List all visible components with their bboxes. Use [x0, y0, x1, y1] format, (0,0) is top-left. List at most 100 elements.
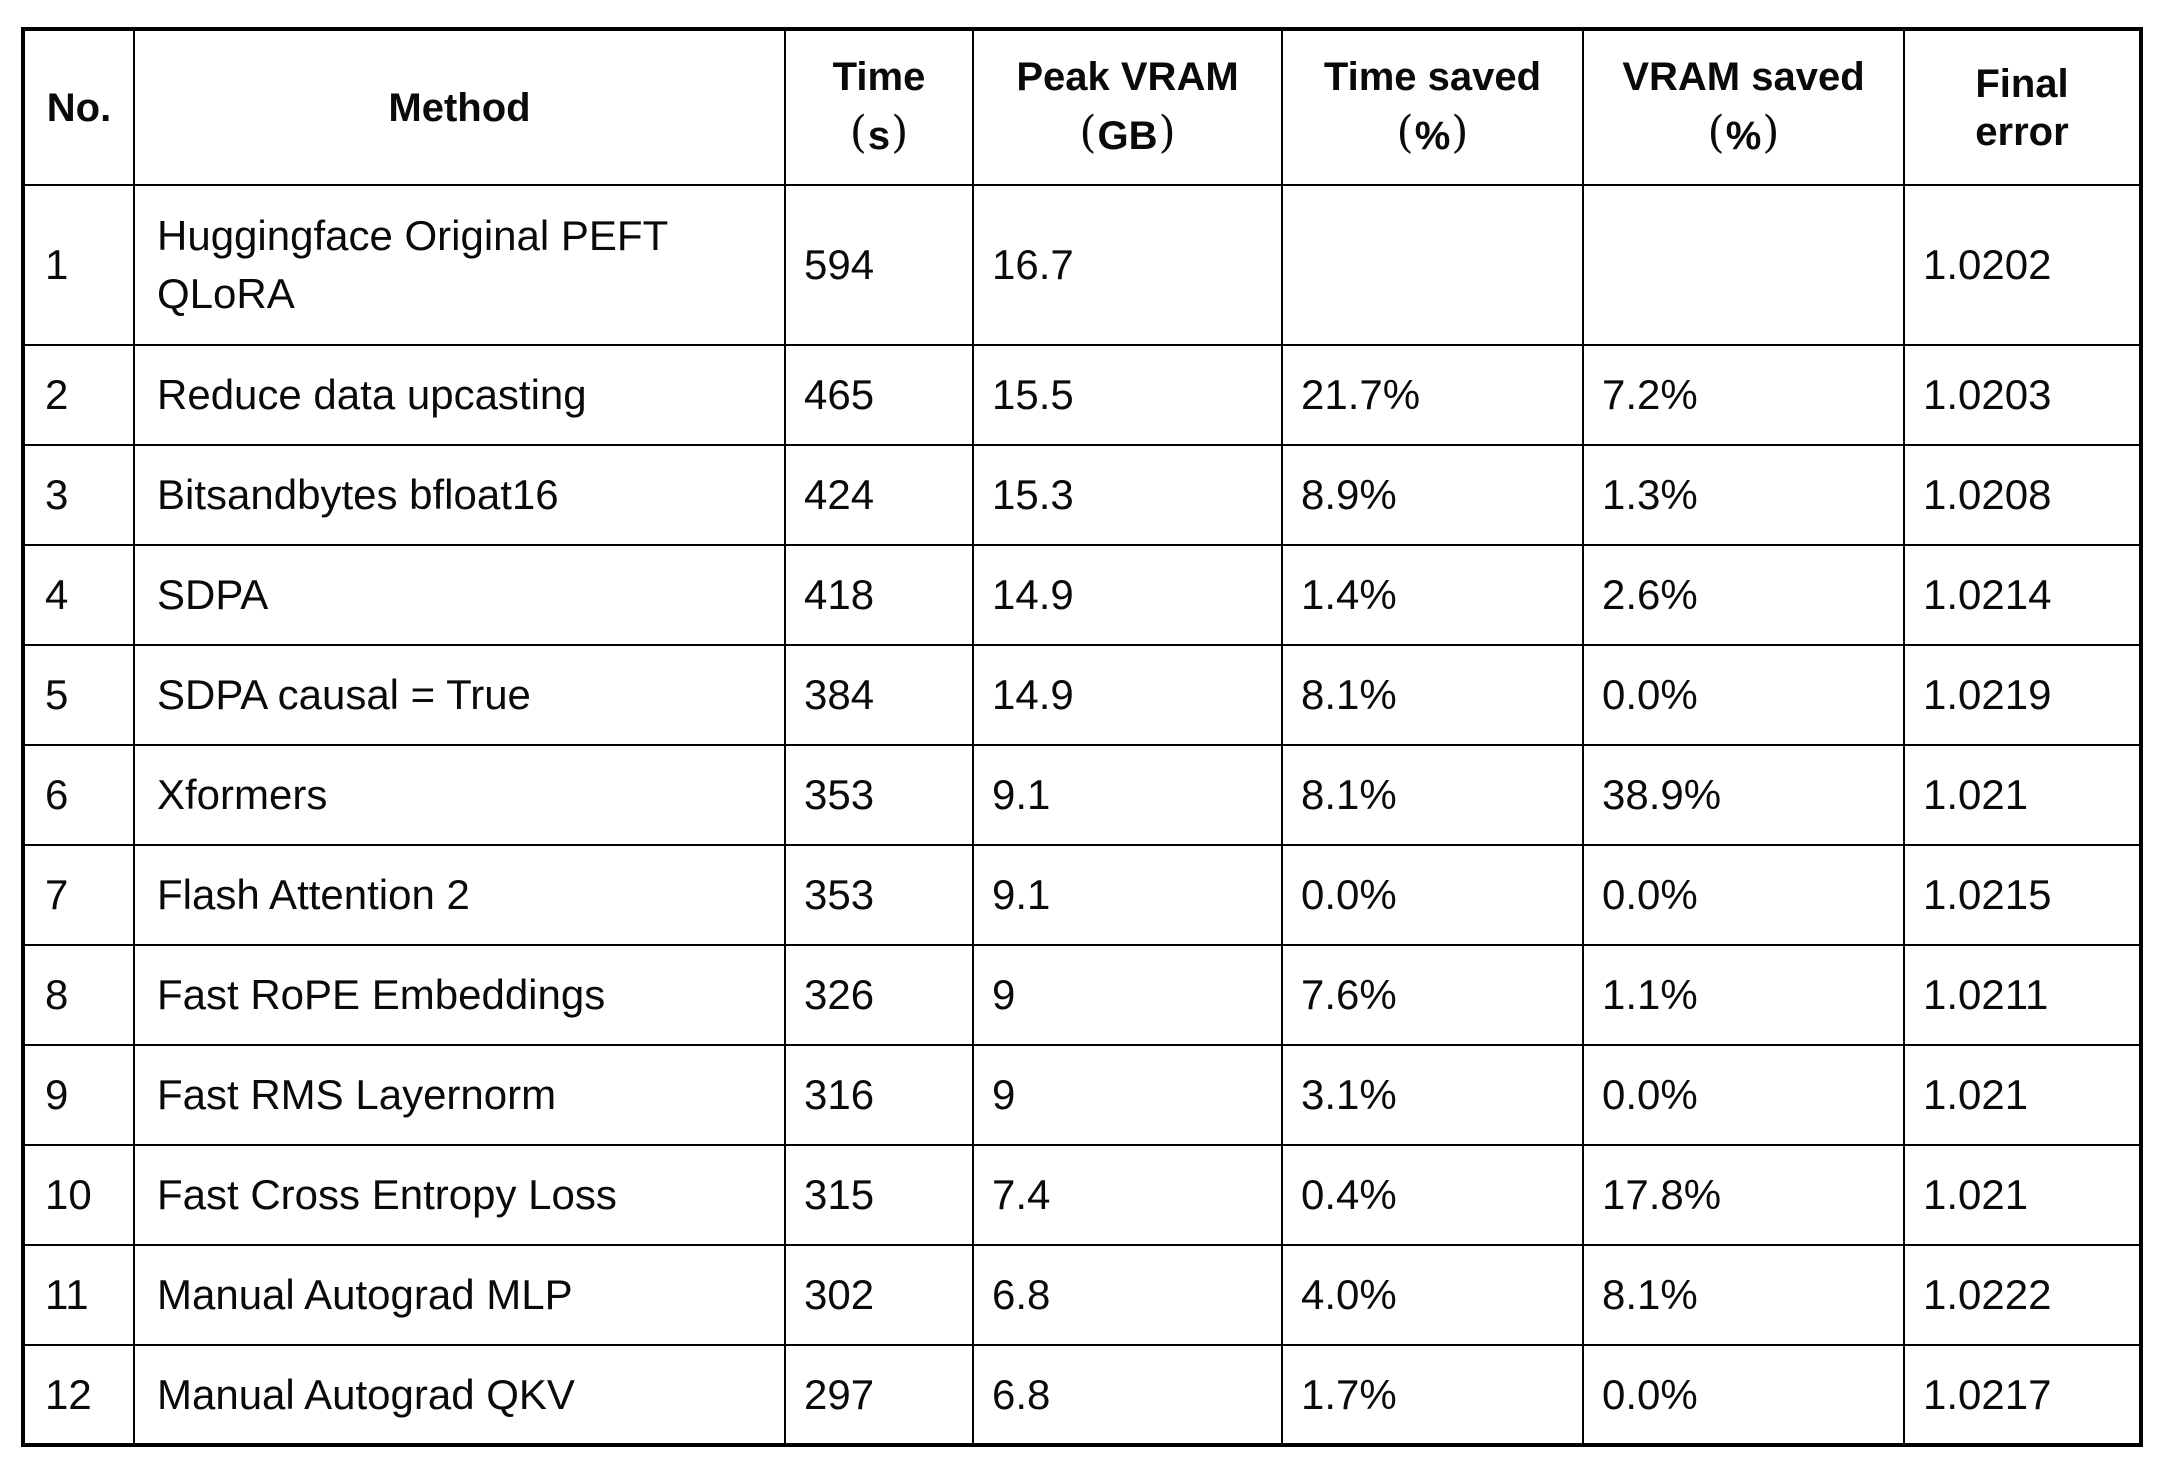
final-error-cell: 1.0211 [1903, 944, 2142, 1046]
final-error-cell: 1.0208 [1903, 444, 2142, 546]
table-row: 9 Fast RMS Layernorm 316 9 3.1% 0.0% 1.0… [22, 1044, 2142, 1146]
no-cell: 3 [22, 444, 135, 546]
time-cell: 297 [784, 1344, 974, 1446]
time-cell: 315 [784, 1144, 974, 1246]
time-cell: 424 [784, 444, 974, 546]
peak-vram-cell: 7.4 [972, 1144, 1283, 1246]
header-label: Method [388, 85, 531, 130]
no-cell: 2 [22, 344, 135, 446]
vram-saved-cell [1582, 184, 1905, 346]
header-label: Time saved [1323, 55, 1542, 100]
time-saved-cell [1281, 184, 1584, 346]
method-cell: Reduce data upcasting [133, 344, 786, 446]
vram-saved-cell: 8.1% [1582, 1244, 1905, 1346]
method-cell: Fast Cross Entropy Loss [133, 1144, 786, 1246]
final-error-cell: 1.0222 [1903, 1244, 2142, 1346]
table-row: 10 Fast Cross Entropy Loss 315 7.4 0.4% … [22, 1144, 2142, 1246]
method-cell: SDPA causal = True [133, 644, 786, 746]
table-row: 3 Bitsandbytes bfloat16 424 15.3 8.9% 1.… [22, 444, 2142, 546]
final-error-cell: 1.021 [1903, 744, 2142, 846]
time-cell: 326 [784, 944, 974, 1046]
vram-saved-cell: 38.9% [1582, 744, 1905, 846]
method-cell: Fast RoPE Embeddings [133, 944, 786, 1046]
table-row: 4 SDPA 418 14.9 1.4% 2.6% 1.0214 [22, 544, 2142, 646]
peak-vram-cell: 15.5 [972, 344, 1283, 446]
method-cell: Xformers [133, 744, 786, 846]
column-header-time: Time (s) [784, 28, 974, 186]
method-cell: Manual Autograd MLP [133, 1244, 786, 1346]
unit-text: % [1414, 114, 1451, 159]
header-label: No. [46, 85, 112, 130]
table-row: 2 Reduce data upcasting 465 15.5 21.7% 7… [22, 344, 2142, 446]
method-cell: Fast RMS Layernorm [133, 1044, 786, 1146]
vram-saved-cell: 7.2% [1582, 344, 1905, 446]
no-cell: 7 [22, 844, 135, 946]
final-error-cell: 1.0219 [1903, 644, 2142, 746]
peak-vram-cell: 9.1 [972, 744, 1283, 846]
vram-saved-cell: 0.0% [1582, 644, 1905, 746]
method-cell: Manual Autograd QKV [133, 1344, 786, 1446]
close-paren: ) [891, 107, 909, 159]
column-header-time-saved: Time saved (%) [1281, 28, 1584, 186]
close-paren: ) [1451, 107, 1469, 159]
header-label: Time [832, 55, 926, 100]
column-header-peak-vram: Peak VRAM (GB) [972, 28, 1283, 186]
time-cell: 353 [784, 744, 974, 846]
close-paren: ) [1158, 107, 1176, 159]
vram-saved-cell: 17.8% [1582, 1144, 1905, 1246]
time-cell: 302 [784, 1244, 974, 1346]
peak-vram-cell: 16.7 [972, 184, 1283, 346]
open-paren: ( [849, 107, 867, 159]
time-saved-cell: 3.1% [1281, 1044, 1584, 1146]
final-error-cell: 1.021 [1903, 1144, 2142, 1246]
peak-vram-cell: 6.8 [972, 1244, 1283, 1346]
time-cell: 316 [784, 1044, 974, 1146]
time-saved-cell: 8.1% [1281, 744, 1584, 846]
no-cell: 1 [22, 184, 135, 346]
vram-saved-cell: 1.3% [1582, 444, 1905, 546]
time-saved-cell: 4.0% [1281, 1244, 1584, 1346]
table-row: 5 SDPA causal = True 384 14.9 8.1% 0.0% … [22, 644, 2142, 746]
final-error-cell: 1.0215 [1903, 844, 2142, 946]
no-cell: 4 [22, 544, 135, 646]
vram-saved-cell: 0.0% [1582, 844, 1905, 946]
peak-vram-cell: 14.9 [972, 644, 1283, 746]
peak-vram-cell: 6.8 [972, 1344, 1283, 1446]
time-saved-cell: 8.1% [1281, 644, 1584, 746]
final-error-cell: 1.0202 [1903, 184, 2142, 346]
column-header-method: Method [133, 28, 786, 186]
peak-vram-cell: 9 [972, 944, 1283, 1046]
table-row: 1 Huggingface Original PEFT QLoRA 594 16… [22, 184, 2142, 346]
time-cell: 594 [784, 184, 974, 346]
peak-vram-cell: 9 [972, 1044, 1283, 1146]
peak-vram-cell: 9.1 [972, 844, 1283, 946]
table-row: 11 Manual Autograd MLP 302 6.8 4.0% 8.1%… [22, 1244, 2142, 1346]
time-cell: 353 [784, 844, 974, 946]
header-label: Peak VRAM [1016, 55, 1239, 100]
open-paren: ( [1707, 107, 1725, 159]
benchmark-table: No. Method Time (s) Peak VRAM (GB) Time … [21, 27, 2143, 1447]
no-cell: 11 [22, 1244, 135, 1346]
column-header-final-error: Final error [1903, 28, 2142, 186]
final-error-cell: 1.0217 [1903, 1344, 2142, 1446]
header-unit: (s) [792, 107, 966, 162]
time-saved-cell: 8.9% [1281, 444, 1584, 546]
method-cell: Bitsandbytes bfloat16 [133, 444, 786, 546]
no-cell: 12 [22, 1344, 135, 1446]
open-paren: ( [1396, 107, 1414, 159]
no-cell: 10 [22, 1144, 135, 1246]
no-cell: 8 [22, 944, 135, 1046]
unit-text: % [1725, 114, 1762, 159]
header-label: Final error [1975, 61, 2069, 154]
time-saved-cell: 1.4% [1281, 544, 1584, 646]
header-label: VRAM saved [1622, 55, 1865, 100]
column-header-no: No. [22, 28, 135, 186]
final-error-cell: 1.021 [1903, 1044, 2142, 1146]
time-saved-cell: 0.0% [1281, 844, 1584, 946]
no-cell: 5 [22, 644, 135, 746]
header-row: No. Method Time (s) Peak VRAM (GB) Time … [22, 28, 2142, 186]
time-cell: 465 [784, 344, 974, 446]
no-cell: 9 [22, 1044, 135, 1146]
time-saved-cell: 21.7% [1281, 344, 1584, 446]
